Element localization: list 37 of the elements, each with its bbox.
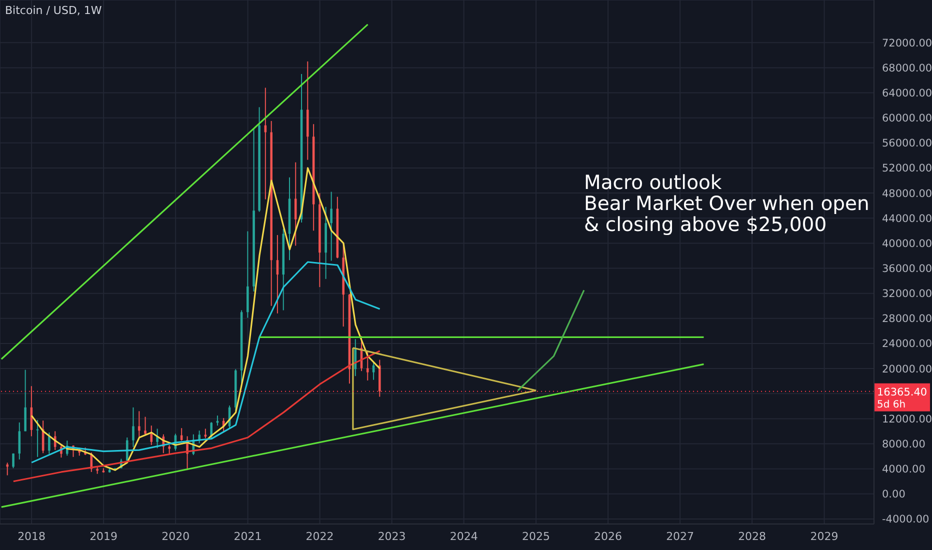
y-tick-label: 4000.00 bbox=[882, 464, 926, 476]
text: 5d 6h bbox=[877, 399, 906, 410]
y-tick-label: 24000.00 bbox=[882, 338, 932, 350]
x-tick-label: 2021 bbox=[234, 530, 262, 543]
x-tick-label: 2019 bbox=[90, 530, 118, 543]
x-tick-label: 2022 bbox=[306, 530, 334, 543]
x-tick-label: 2023 bbox=[378, 530, 406, 543]
annotation: Bear Market Over when open bbox=[584, 192, 870, 215]
y-tick-label: 64000.00 bbox=[882, 87, 932, 100]
y-tick-label: 72000.00 bbox=[882, 37, 932, 50]
x-tick-label: 2025 bbox=[522, 530, 550, 543]
y-tick-label: 44000.00 bbox=[882, 212, 932, 225]
y-tick-label: 32000.00 bbox=[882, 288, 932, 300]
y-tick-label: 28000.00 bbox=[882, 313, 932, 326]
y-tick-label: 40000.00 bbox=[882, 238, 932, 250]
x-tick-label: 2018 bbox=[18, 530, 46, 543]
x-tick-label: 2026 bbox=[594, 530, 622, 543]
annotation: & closing above $25,000 bbox=[584, 213, 827, 236]
x-tick-label: 2020 bbox=[162, 530, 190, 543]
ref-line-label: 16365.40 bbox=[877, 386, 928, 398]
annotation: Macro outlook bbox=[584, 171, 723, 194]
y-tick-label: 68000.00 bbox=[882, 62, 932, 74]
y-tick-label: 60000.00 bbox=[882, 112, 932, 125]
x-tick-label: 2024 bbox=[450, 530, 478, 543]
y-tick-label: 48000.00 bbox=[882, 188, 932, 200]
x-tick-label: 2028 bbox=[738, 530, 766, 543]
y-tick-label: 36000.00 bbox=[882, 262, 932, 275]
y-tick-label: 0.00 bbox=[882, 488, 906, 501]
y-tick-label: 20000.00 bbox=[882, 363, 932, 376]
y-tick-label: 8000.00 bbox=[882, 438, 926, 450]
y-tick-label: 56000.00 bbox=[882, 138, 932, 150]
y-tick-label: 12000.00 bbox=[882, 413, 932, 426]
x-tick-label: 2027 bbox=[666, 530, 694, 543]
chart-title: Bitcoin / USD, 1W bbox=[5, 4, 102, 17]
y-tick-label: 52000.00 bbox=[882, 162, 932, 175]
y-tick-label: -4000.00 bbox=[882, 514, 930, 526]
x-tick-label: 2029 bbox=[810, 530, 838, 543]
